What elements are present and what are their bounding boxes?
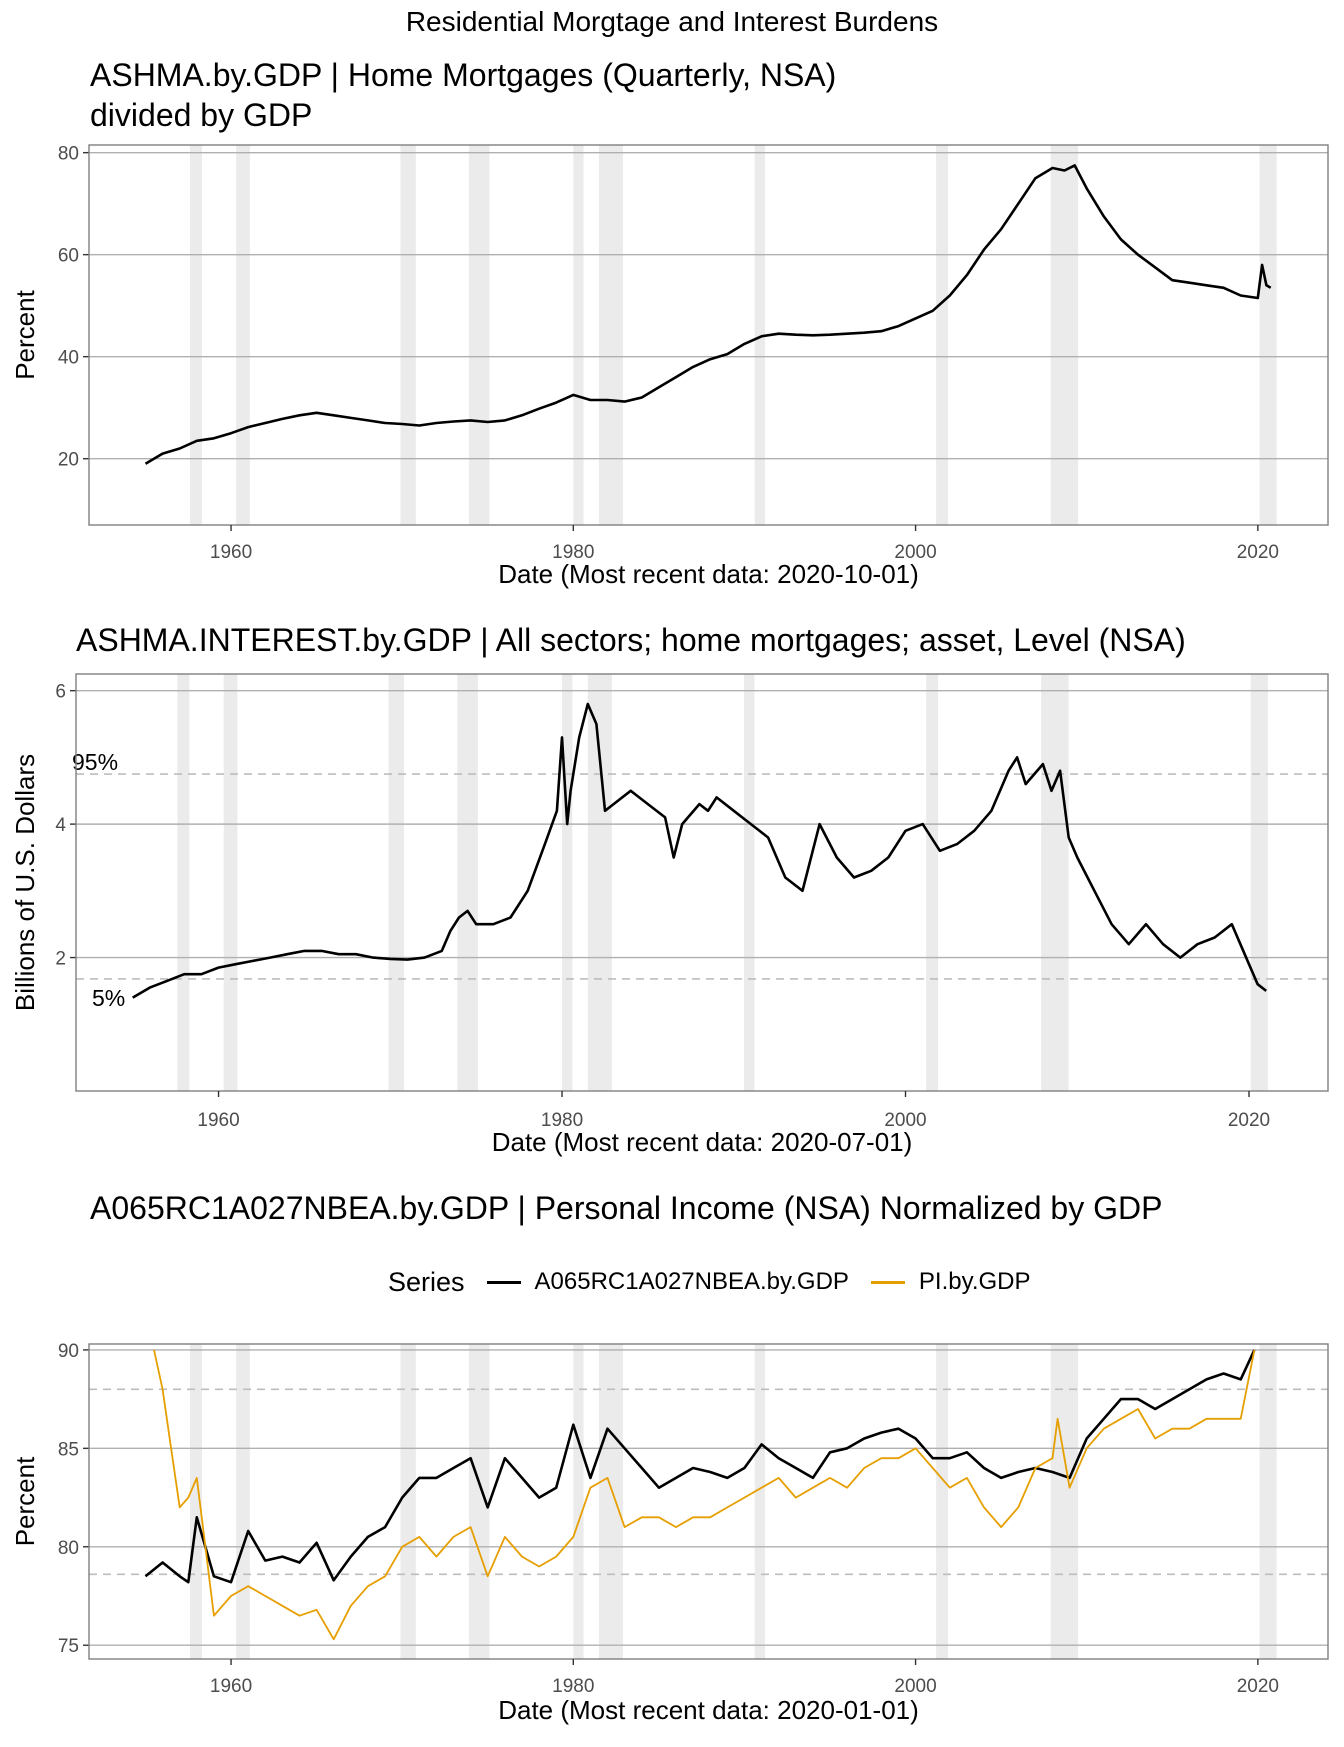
panel3-plot-border [88, 1343, 1329, 1660]
panel1-recession-band-2 [400, 145, 416, 525]
panel2-hline-label-0: 95% [72, 749, 118, 775]
panel1-y-axis-title: Percent [10, 289, 40, 379]
panel3-tick-label-x-2: 2000 [894, 1676, 936, 1697]
panel3-legend: Series A065RC1A027NBEA.by.GDP PI.by.GDP [388, 1262, 1047, 1302]
panel1-tick-label-x-2: 2000 [894, 542, 936, 563]
legend-key-a065 [481, 1262, 527, 1302]
legend-entry-pi: PI.by.GDP [865, 1262, 1031, 1302]
panel3-tick-label-y-0: 75 [58, 1636, 79, 1657]
panel3-tick-label-y-2: 85 [58, 1439, 79, 1460]
panel2-recession-band-3 [457, 674, 478, 1091]
legend-label-pi: PI.by.GDP [918, 1268, 1031, 1295]
panel2-x-axis-title: Date (Most recent data: 2020-07-01) [492, 1127, 913, 1157]
panel2: 2 4 6 95% 5% 1960 1980 2000 2020 Date (Most recen… [10, 673, 1329, 1157]
panel2-recession-band-6 [744, 674, 755, 1091]
legend-label-a065: A065RC1A027NBEA.by.GDP [534, 1268, 849, 1295]
panel1-recession-band-3 [468, 145, 490, 525]
panel3-title: A065RC1A027NBEA.by.GDP | Personal Income… [90, 1190, 1163, 1226]
panel1-title-line2: divided by GDP [90, 97, 313, 133]
panel1-title: ASHMA.by.GDP | Home Mortgages (Quarterly… [90, 55, 836, 135]
legend-title: Series [388, 1266, 465, 1297]
panel1-recession-band-7 [936, 145, 949, 525]
panel3-recession-band-6 [754, 1344, 765, 1659]
panel3-recession-band-0 [189, 1344, 202, 1659]
panel1-tick-label-y-3: 80 [58, 144, 79, 165]
panel2-tick-label-x-1: 1980 [541, 1110, 583, 1131]
panel3-tick-label-y-3: 90 [58, 1341, 79, 1362]
panel1: 20 40 60 80 1960 1980 2000 2020 Date (Most recen… [10, 144, 1329, 589]
panel3-series-line-0 [144, 1349, 1256, 1584]
panel3-y-axis-title: Percent [10, 1456, 40, 1546]
panel1-recession-band-4 [573, 145, 584, 525]
panel2-tick-label-x-3: 2020 [1228, 1110, 1270, 1131]
panel1-tick-label-y-0: 20 [58, 450, 79, 471]
panel3-recession-band-5 [598, 1344, 623, 1659]
panel1-tick-label-x-3: 2020 [1237, 542, 1279, 563]
panel3-recession-band-4 [573, 1344, 584, 1659]
panel2-series-line-0 [132, 702, 1267, 999]
panel3-x-axis-title: Date (Most recent data: 2020-01-01) [498, 1695, 919, 1725]
panel2-recession-band-9 [1250, 674, 1268, 1091]
panel2-recession-band-1 [223, 674, 238, 1091]
panel2-tick-label-y-0: 2 [55, 949, 66, 970]
legend-key-pi [865, 1262, 911, 1302]
panel1-recession-band-1 [236, 145, 250, 525]
panel2-recession-band-8 [1041, 674, 1069, 1091]
panel1-tick-label-y-2: 60 [58, 246, 79, 267]
panel3-tick-label-x-1: 1980 [552, 1676, 594, 1697]
panel2-tick-label-x-0: 1960 [197, 1110, 239, 1131]
panel1-recession-band-5 [598, 145, 623, 525]
panel3-series-line-1 [153, 1349, 1256, 1641]
panel2-recession-band-4 [562, 674, 573, 1091]
panel2-recession-band-2 [388, 674, 405, 1091]
panel2-tick-label-y-2: 6 [55, 682, 66, 703]
panel1-tick-label-y-1: 40 [58, 348, 79, 369]
panel2-tick-label-y-1: 4 [55, 815, 66, 836]
panel3-recession-band-9 [1259, 1344, 1277, 1659]
panel1-recession-band-0 [189, 145, 202, 525]
panel3-recession-band-1 [236, 1344, 250, 1659]
panel3-recession-band-2 [400, 1344, 416, 1659]
panel1-x-axis-title: Date (Most recent data: 2020-10-01) [498, 559, 919, 589]
panel2-recession-band-0 [177, 674, 190, 1091]
panel2-title: ASHMA.INTEREST.by.GDP | All sectors; hom… [76, 622, 1186, 658]
figure-title: Residential Morgtage and Interest Burden… [405, 6, 939, 37]
panel3-tick-label-x-0: 1960 [210, 1676, 252, 1697]
panel3-recession-band-8 [1050, 1344, 1079, 1659]
panel1-recession-band-9 [1259, 145, 1277, 525]
panel2-recession-band-7 [926, 674, 939, 1091]
panel1-series-line-0 [144, 164, 1272, 465]
panel3: 75 80 85 90 1960 1980 2000 2020 Date (Most recen… [10, 1341, 1329, 1725]
panel3-tick-label-y-1: 80 [58, 1538, 79, 1559]
panel3-recession-band-3 [468, 1344, 490, 1659]
panel1-title-line1: ASHMA.by.GDP | Home Mortgages (Quarterly… [90, 57, 837, 93]
panel1-recession-band-8 [1050, 145, 1079, 525]
panel3-tick-label-x-3: 2020 [1237, 1676, 1279, 1697]
panel1-plot-border [88, 144, 1329, 526]
panel2-recession-band-5 [587, 674, 612, 1091]
panel3-recession-band-7 [936, 1344, 949, 1659]
panel1-tick-label-x-0: 1960 [210, 542, 252, 563]
panel2-y-axis-title: Billions of U.S. Dollars [10, 754, 40, 1011]
panel1-recession-band-6 [754, 145, 765, 525]
panel2-tick-label-x-2: 2000 [884, 1110, 926, 1131]
panel2-plot-border [75, 673, 1329, 1092]
panel2-hline-label-1: 5% [92, 985, 125, 1011]
panel1-tick-label-x-1: 1980 [552, 542, 594, 563]
legend-entry-a065: A065RC1A027NBEA.by.GDP [481, 1262, 849, 1302]
